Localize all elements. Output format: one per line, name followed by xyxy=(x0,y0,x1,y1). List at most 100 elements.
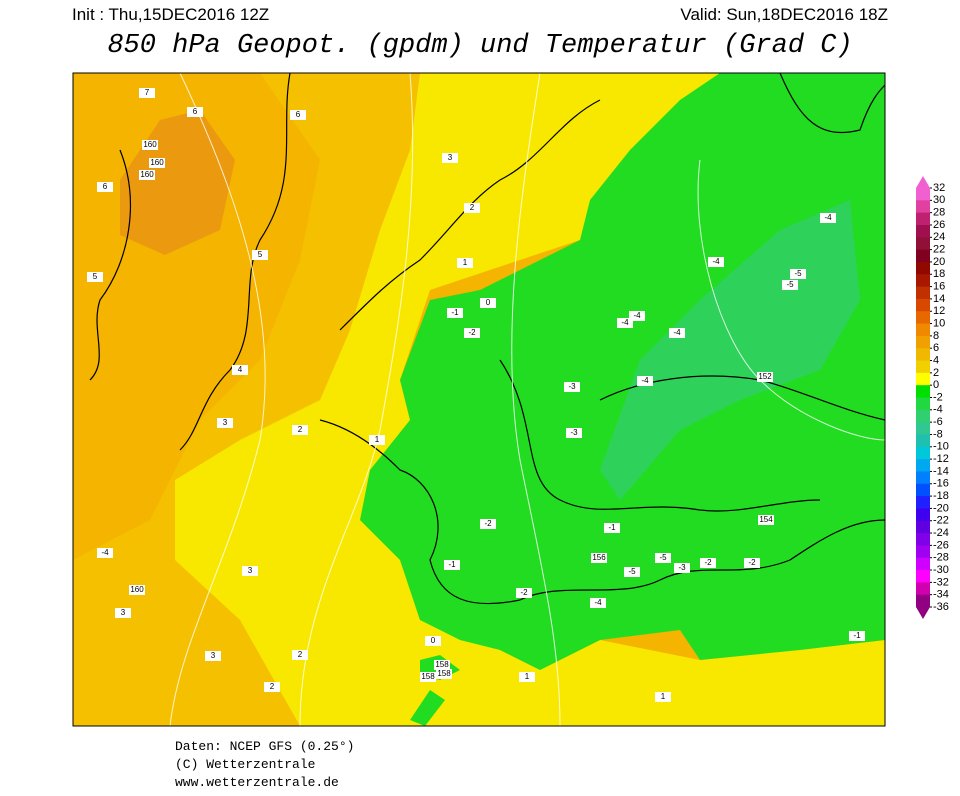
label-box xyxy=(464,203,480,213)
border xyxy=(499,359,821,512)
scale-tick-label: 28 xyxy=(933,207,945,219)
contour-label: -1 xyxy=(853,631,861,640)
label-box xyxy=(97,182,113,192)
contour-label: 0 xyxy=(486,298,491,307)
map-area xyxy=(72,72,886,727)
scale-tick-label: -32 xyxy=(933,576,949,588)
scale-tick-label: -26 xyxy=(933,539,949,551)
scale-tick-label: 18 xyxy=(933,268,945,280)
contour-label: 1 xyxy=(525,672,530,681)
label-box xyxy=(232,365,248,375)
coastline xyxy=(179,72,291,451)
border xyxy=(519,519,886,601)
scale-tick-label: 8 xyxy=(933,330,939,342)
color-band xyxy=(916,496,930,509)
near-zero-region xyxy=(175,73,885,726)
label-box xyxy=(604,523,620,533)
contour-label: 2 xyxy=(270,682,275,691)
contour-label: 0 xyxy=(431,636,436,645)
contour-label: 5 xyxy=(93,272,98,281)
color-band xyxy=(916,582,930,596)
label-box xyxy=(139,88,155,98)
color-scale: 32302826242220181614121086420-2-4-6-8-10… xyxy=(916,176,949,619)
scale-tick-label: -30 xyxy=(933,564,949,576)
color-band xyxy=(916,483,930,497)
contour-label: -4 xyxy=(824,213,832,222)
scale-tick-label: -10 xyxy=(933,441,949,453)
scale-tick-label: 12 xyxy=(933,305,945,317)
color-band xyxy=(916,557,930,571)
label-box xyxy=(369,435,385,445)
label-box xyxy=(242,566,258,576)
borders xyxy=(89,72,886,605)
contour-label: -1 xyxy=(608,523,616,532)
scale-arrow-top xyxy=(916,176,930,188)
scale-tick-label: -8 xyxy=(933,428,943,440)
scale-tick-label: 20 xyxy=(933,256,945,268)
label-box xyxy=(264,682,280,692)
label-box xyxy=(442,153,458,163)
color-band xyxy=(916,520,930,534)
contour-label: -3 xyxy=(568,382,576,391)
contour-label: 3 xyxy=(211,651,216,660)
geopotential-contours xyxy=(169,72,886,727)
label-box xyxy=(519,672,535,682)
label-box xyxy=(655,553,671,563)
label-box xyxy=(617,318,633,328)
contour-label: 6 xyxy=(193,107,198,116)
label-box xyxy=(187,107,203,117)
label-box xyxy=(142,140,158,150)
label-box xyxy=(849,631,865,641)
contour-label: 6 xyxy=(296,110,301,119)
color-band xyxy=(916,360,930,374)
scale-tick-label: 22 xyxy=(933,244,945,256)
scale-tick-label: 16 xyxy=(933,280,945,292)
scale-tick-label: 6 xyxy=(933,342,939,354)
label-box xyxy=(434,660,450,670)
color-band xyxy=(916,422,930,435)
color-band xyxy=(916,237,930,251)
contour-label: -4 xyxy=(594,598,602,607)
scale-tick-label: -12 xyxy=(933,453,949,465)
scale-tick-label: -14 xyxy=(933,465,949,477)
scale-tick-label: 30 xyxy=(933,194,945,206)
contour-label: -2 xyxy=(484,519,492,528)
contour-label: -3 xyxy=(570,428,578,437)
contour-label: -5 xyxy=(794,269,802,278)
contour-label: 156 xyxy=(592,553,606,562)
label-box xyxy=(292,650,308,660)
color-band xyxy=(916,224,930,238)
color-band xyxy=(916,446,930,460)
color-band xyxy=(916,459,930,472)
color-band xyxy=(916,409,930,423)
scale-tick-label: -18 xyxy=(933,490,949,502)
label-box xyxy=(149,158,165,168)
label-box xyxy=(708,257,724,267)
label-box xyxy=(590,598,606,608)
color-band xyxy=(916,434,930,448)
label-box xyxy=(700,558,716,568)
label-box xyxy=(425,636,441,646)
label-box xyxy=(629,311,645,321)
label-box xyxy=(457,258,473,268)
color-band xyxy=(916,323,930,337)
contour-label: 4 xyxy=(238,365,243,374)
color-band xyxy=(916,533,930,546)
scale-tick-label: 2 xyxy=(933,367,939,379)
label-box xyxy=(744,558,760,568)
label-box xyxy=(139,170,155,180)
coastline xyxy=(779,72,886,134)
contour-label: 2 xyxy=(470,203,475,212)
color-band xyxy=(916,508,930,522)
contour-label: 160 xyxy=(143,140,157,149)
color-band xyxy=(916,335,930,349)
label-box xyxy=(564,382,580,392)
label-box xyxy=(129,585,145,595)
footer-line: www.wetterzentrale.de xyxy=(175,775,339,790)
scale-tick-label: -4 xyxy=(933,404,943,416)
label-box xyxy=(637,376,653,386)
contour-label: -4 xyxy=(673,328,681,337)
label-box xyxy=(217,418,233,428)
contour-label: 2 xyxy=(298,425,303,434)
